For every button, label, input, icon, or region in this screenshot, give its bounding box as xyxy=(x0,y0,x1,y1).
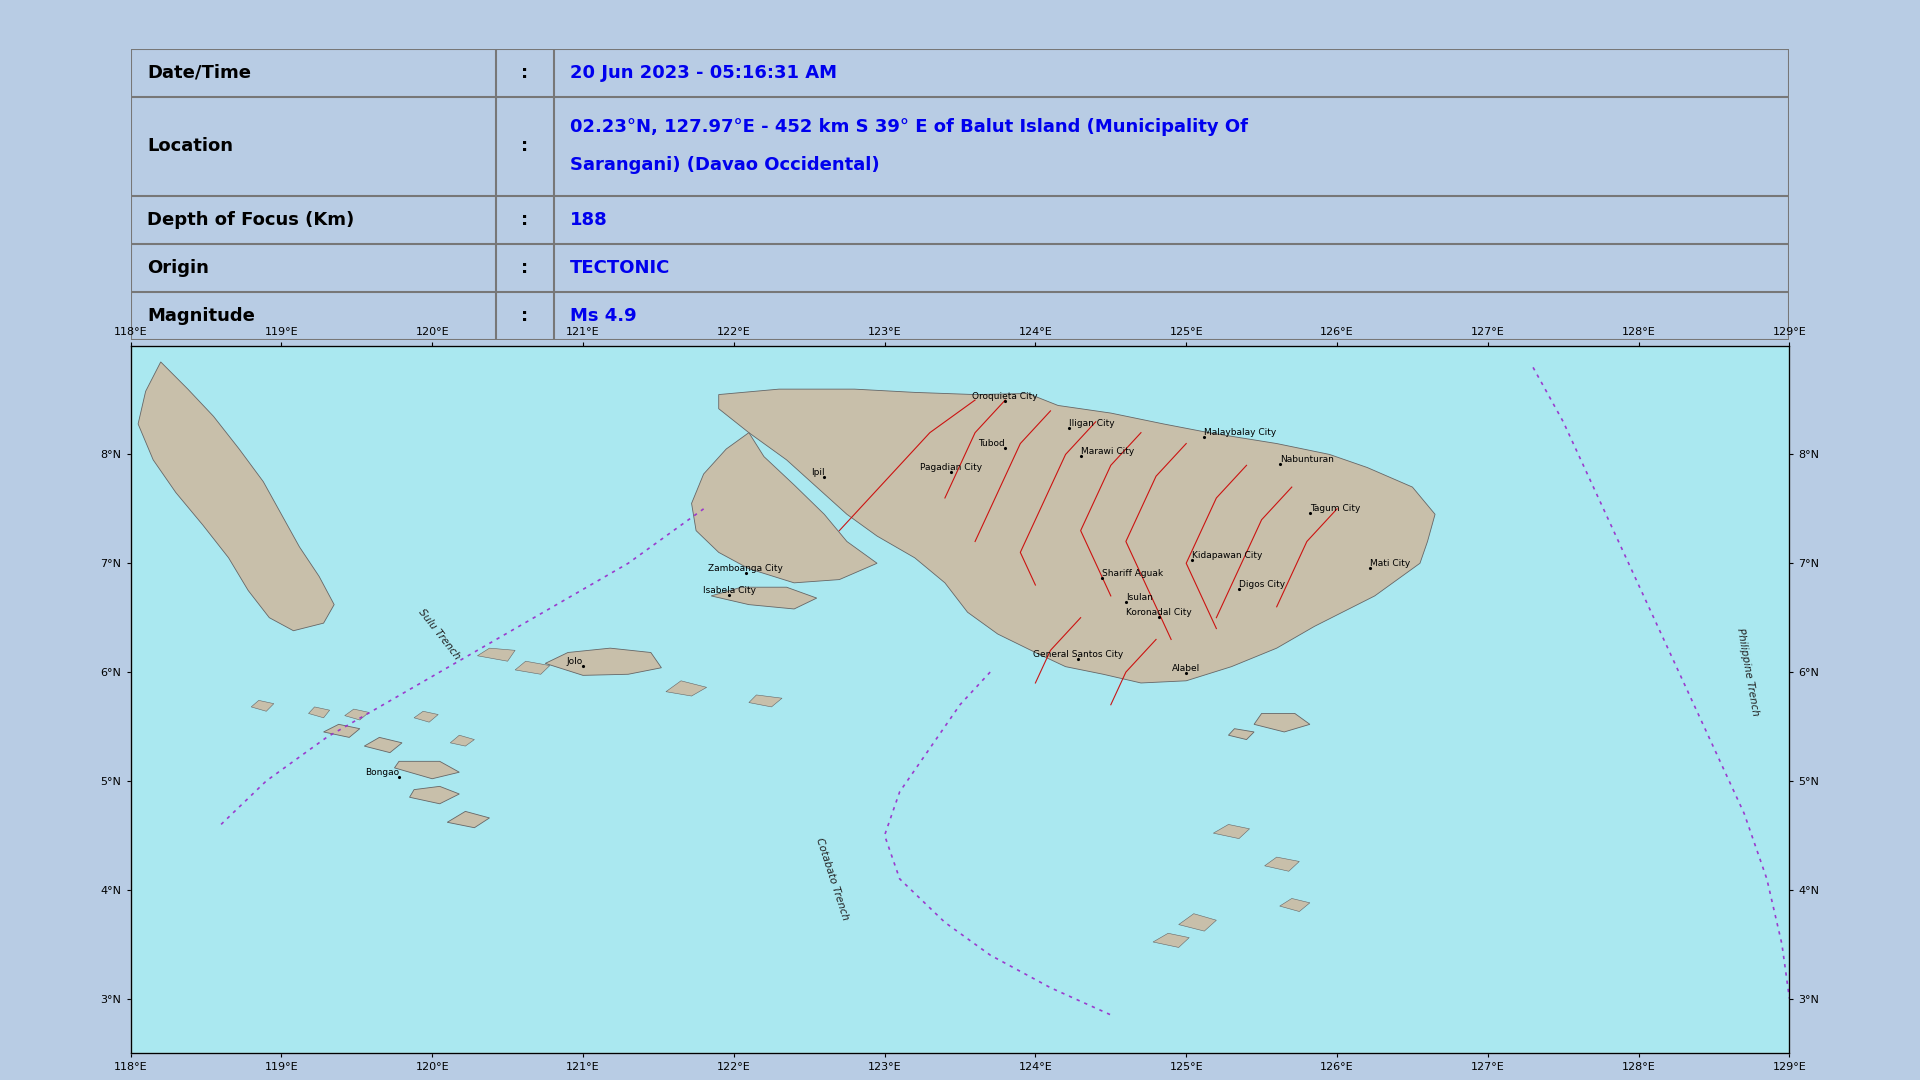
Text: Pagadian City: Pagadian City xyxy=(920,463,981,472)
Text: TECTONIC: TECTONIC xyxy=(570,259,670,276)
Text: Kidapawan City: Kidapawan City xyxy=(1192,551,1263,561)
Text: Iligan City: Iligan City xyxy=(1069,419,1114,429)
Text: 02.23°N, 127.97°E - 452 km S 39° E of Balut Island (Municipality Of: 02.23°N, 127.97°E - 452 km S 39° E of Ba… xyxy=(570,119,1248,136)
Text: Tagum City: Tagum City xyxy=(1309,504,1359,513)
Polygon shape xyxy=(710,588,816,609)
Text: Sulu Trench: Sulu Trench xyxy=(417,607,463,661)
Text: Date/Time: Date/Time xyxy=(148,64,252,81)
Polygon shape xyxy=(415,712,438,723)
Polygon shape xyxy=(691,433,877,583)
Polygon shape xyxy=(346,710,369,720)
Text: Mati City: Mati City xyxy=(1371,558,1411,568)
Polygon shape xyxy=(252,701,275,712)
Polygon shape xyxy=(451,735,474,746)
Text: Marawi City: Marawi City xyxy=(1081,446,1135,456)
Polygon shape xyxy=(1265,858,1300,872)
Text: Sarangani) (Davao Occidental): Sarangani) (Davao Occidental) xyxy=(570,157,879,174)
Polygon shape xyxy=(666,680,707,696)
Polygon shape xyxy=(1229,729,1254,740)
Text: Origin: Origin xyxy=(148,259,209,276)
Point xyxy=(1619,1074,1649,1080)
Polygon shape xyxy=(138,362,334,631)
Text: Malaybalay City: Malaybalay City xyxy=(1204,428,1277,437)
Text: Magnitude: Magnitude xyxy=(148,307,255,325)
Polygon shape xyxy=(515,661,549,674)
Text: Koronadal City: Koronadal City xyxy=(1127,608,1192,617)
Polygon shape xyxy=(478,648,515,661)
Text: Isulan: Isulan xyxy=(1125,593,1152,603)
Text: Tubod: Tubod xyxy=(979,438,1006,448)
Polygon shape xyxy=(718,389,1434,683)
Text: Location: Location xyxy=(148,137,232,156)
Text: :: : xyxy=(520,307,528,325)
Polygon shape xyxy=(1154,933,1188,947)
Text: Nabunturan: Nabunturan xyxy=(1281,456,1334,464)
Text: :: : xyxy=(520,64,528,81)
Text: :: : xyxy=(520,137,528,156)
Text: Depth of Focus (Km): Depth of Focus (Km) xyxy=(148,211,355,229)
Polygon shape xyxy=(394,761,459,779)
Polygon shape xyxy=(1213,824,1250,838)
Polygon shape xyxy=(545,648,660,675)
Polygon shape xyxy=(447,811,490,827)
Text: Ipil: Ipil xyxy=(810,469,824,477)
Polygon shape xyxy=(1254,714,1309,732)
Text: Oroquieta City: Oroquieta City xyxy=(972,392,1039,401)
Text: Bongao: Bongao xyxy=(365,768,399,777)
Text: :: : xyxy=(520,211,528,229)
Text: Alabel: Alabel xyxy=(1171,664,1200,673)
Polygon shape xyxy=(1281,899,1309,912)
Text: 188: 188 xyxy=(570,211,609,229)
Polygon shape xyxy=(1179,914,1217,931)
Text: Isabela City: Isabela City xyxy=(703,585,756,595)
Polygon shape xyxy=(324,725,359,738)
Text: Jolo: Jolo xyxy=(566,657,584,665)
Polygon shape xyxy=(409,786,459,804)
Text: Digos City: Digos City xyxy=(1238,580,1284,590)
Text: Cotabato Trench: Cotabato Trench xyxy=(814,836,851,921)
Polygon shape xyxy=(309,707,330,718)
Text: Shariff Aguak: Shariff Aguak xyxy=(1102,569,1164,579)
Text: Ms 4.9: Ms 4.9 xyxy=(570,307,637,325)
Text: Zamboanga City: Zamboanga City xyxy=(708,564,783,573)
Polygon shape xyxy=(365,738,401,753)
Polygon shape xyxy=(749,694,781,707)
Text: :: : xyxy=(520,259,528,276)
Text: General Santos City: General Santos City xyxy=(1033,650,1123,659)
Text: 20 Jun 2023 - 05:16:31 AM: 20 Jun 2023 - 05:16:31 AM xyxy=(570,64,837,81)
Text: Philippine Trench: Philippine Trench xyxy=(1734,627,1761,717)
